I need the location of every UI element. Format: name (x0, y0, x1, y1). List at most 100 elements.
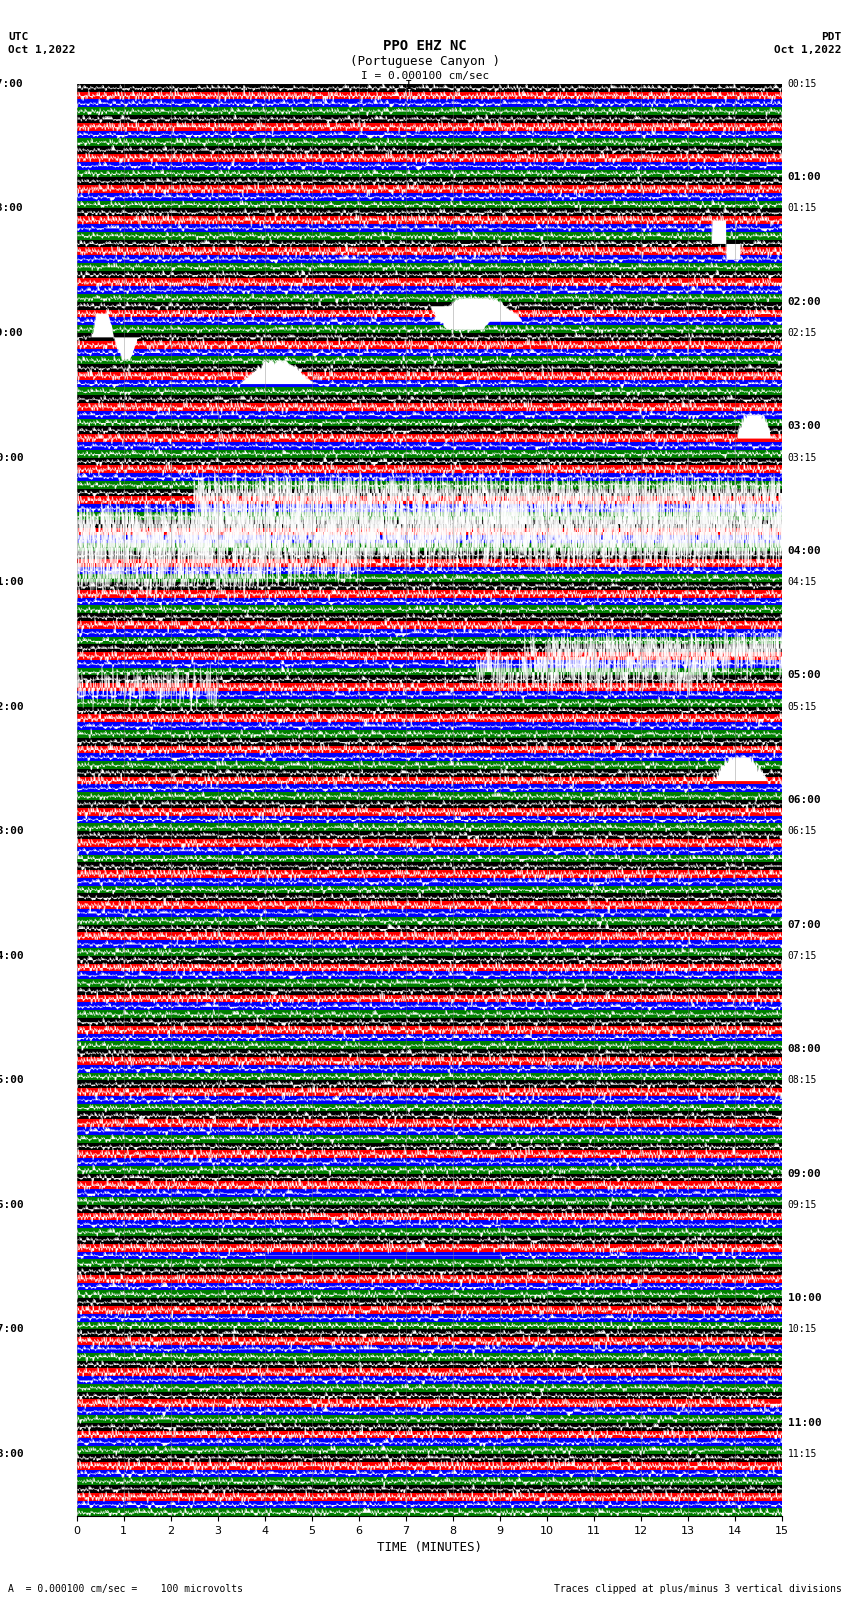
Bar (76, 240, 782, 247)
Bar (76, 660, 782, 668)
Bar (76, 185, 782, 194)
Bar (76, 1353, 782, 1360)
Bar (76, 684, 782, 690)
Bar (76, 1252, 782, 1260)
Bar (76, 847, 782, 855)
Bar (76, 169, 782, 177)
Bar (76, 1268, 782, 1274)
Bar (76, 723, 782, 731)
Bar (76, 1345, 782, 1353)
Bar (76, 123, 782, 131)
Bar (76, 161, 782, 169)
Bar (76, 1307, 782, 1315)
Bar (76, 442, 782, 450)
Bar (76, 652, 782, 660)
Bar (76, 1500, 782, 1508)
Text: 11:15: 11:15 (788, 1448, 817, 1458)
Bar (76, 668, 782, 676)
Bar (76, 356, 782, 365)
Bar (76, 637, 782, 644)
Bar (76, 1461, 782, 1469)
X-axis label: TIME (MINUTES): TIME (MINUTES) (377, 1542, 482, 1555)
Bar (76, 1181, 782, 1189)
Bar (76, 910, 782, 916)
Bar (76, 1089, 782, 1095)
Bar (76, 302, 782, 310)
Bar (76, 590, 782, 598)
Text: Traces clipped at plus/minus 3 vertical divisions: Traces clipped at plus/minus 3 vertical … (553, 1584, 842, 1594)
Bar (76, 676, 782, 684)
Bar (76, 1095, 782, 1103)
Bar (76, 971, 782, 979)
Text: 12:00: 12:00 (0, 702, 24, 711)
Bar (76, 1469, 782, 1478)
Text: 05:15: 05:15 (788, 702, 817, 711)
Bar (76, 286, 782, 294)
Text: 08:00: 08:00 (788, 1044, 821, 1055)
Bar (76, 131, 782, 139)
Bar (76, 948, 782, 957)
Bar (76, 566, 782, 574)
Bar (76, 1136, 782, 1142)
Text: 04:00: 04:00 (788, 545, 821, 556)
Bar (76, 1073, 782, 1081)
Bar (76, 1002, 782, 1010)
Bar (76, 1158, 782, 1166)
Text: 01:00: 01:00 (788, 173, 821, 182)
Bar (76, 365, 782, 373)
Bar (76, 1337, 782, 1345)
Bar (76, 326, 782, 332)
Bar (76, 100, 782, 106)
Bar (76, 552, 782, 558)
Text: 11:00: 11:00 (788, 1418, 821, 1428)
Text: 06:15: 06:15 (788, 826, 817, 836)
Text: 04:15: 04:15 (788, 577, 817, 587)
Bar (76, 379, 782, 387)
Bar (76, 987, 782, 995)
Bar (76, 465, 782, 473)
Text: 03:00: 03:00 (788, 421, 821, 431)
Text: 13:00: 13:00 (0, 826, 24, 836)
Bar (76, 886, 782, 894)
Bar (76, 403, 782, 411)
Bar (76, 1415, 782, 1423)
Bar (76, 1166, 782, 1174)
Text: 02:00: 02:00 (788, 297, 821, 306)
Text: UTC: UTC (8, 32, 29, 42)
Bar (76, 419, 782, 426)
Bar (76, 348, 782, 356)
Bar (76, 1282, 782, 1290)
Bar (76, 153, 782, 161)
Bar (76, 194, 782, 200)
Bar (76, 1119, 782, 1127)
Bar (76, 800, 782, 808)
Bar (76, 139, 782, 147)
Bar (76, 1478, 782, 1486)
Bar (76, 1384, 782, 1392)
Text: 01:15: 01:15 (788, 203, 817, 213)
Text: Oct 1,2022: Oct 1,2022 (774, 45, 842, 55)
Bar (76, 582, 782, 590)
Bar (76, 1213, 782, 1221)
Bar (76, 1508, 782, 1516)
Text: 16:00: 16:00 (0, 1200, 24, 1210)
Text: 09:15: 09:15 (788, 1200, 817, 1210)
Bar (76, 629, 782, 637)
Text: PPO EHZ NC: PPO EHZ NC (383, 39, 467, 53)
Bar (76, 979, 782, 987)
Bar (76, 690, 782, 698)
Bar (76, 932, 782, 940)
Bar (76, 1227, 782, 1236)
Bar (76, 1103, 782, 1111)
Text: I = 0.000100 cm/sec: I = 0.000100 cm/sec (361, 71, 489, 81)
Bar (76, 1494, 782, 1500)
Bar (76, 769, 782, 777)
Bar (76, 373, 782, 379)
Bar (76, 855, 782, 863)
Bar (76, 1244, 782, 1252)
Text: 05:00: 05:00 (788, 671, 821, 681)
Bar (76, 1274, 782, 1282)
Text: 11:00: 11:00 (0, 577, 24, 587)
Bar (76, 1026, 782, 1034)
Text: 14:00: 14:00 (0, 950, 24, 961)
